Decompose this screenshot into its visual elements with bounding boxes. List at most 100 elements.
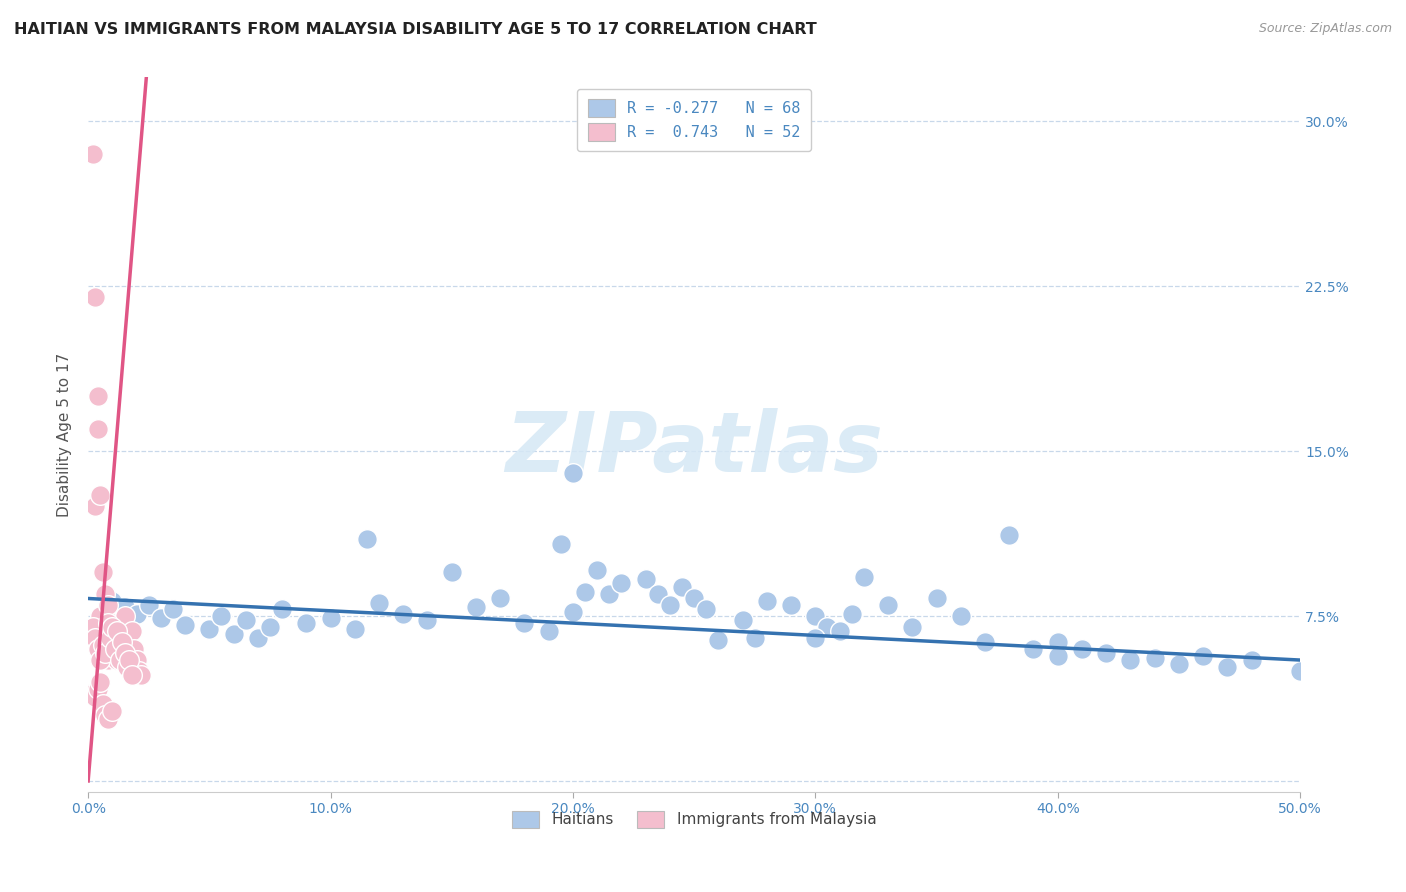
Point [82, 620, 104, 634]
Point [828, 624, 851, 639]
Point [1095, 647, 1118, 661]
Point [598, 587, 620, 601]
Point [586, 563, 609, 577]
Point [198, 622, 221, 636]
Point [162, 602, 184, 616]
Point [138, 598, 160, 612]
Point [246, 631, 269, 645]
Point [114, 600, 136, 615]
Point [211, 609, 233, 624]
Point [804, 631, 827, 645]
Point [222, 626, 245, 640]
Point [89, 675, 111, 690]
Point [101, 615, 124, 630]
Point [235, 614, 257, 628]
Point [815, 620, 838, 634]
Point [111, 638, 134, 652]
Point [84, 631, 107, 645]
Point [121, 668, 143, 682]
Point [1289, 664, 1312, 678]
Point [131, 668, 153, 682]
Point [94, 708, 117, 723]
Point [84, 690, 107, 705]
Point [96, 598, 118, 612]
Point [82, 147, 104, 161]
Point [780, 598, 803, 612]
Point [174, 618, 197, 632]
Point [91, 631, 114, 645]
Point [91, 565, 114, 579]
Point [1046, 635, 1069, 649]
Point [731, 614, 754, 628]
Point [108, 653, 131, 667]
Point [550, 536, 572, 550]
Point [125, 607, 148, 621]
Point [1192, 648, 1215, 663]
Point [707, 633, 730, 648]
Point [84, 290, 107, 304]
Point [1071, 642, 1094, 657]
Y-axis label: Disability Age 5 to 17: Disability Age 5 to 17 [58, 352, 72, 516]
Point [949, 609, 972, 624]
Point [271, 602, 294, 616]
Text: ZIPatlas: ZIPatlas [505, 409, 883, 490]
Point [804, 609, 827, 624]
Point [122, 642, 145, 657]
Point [259, 620, 281, 634]
Point [94, 587, 117, 601]
Point [98, 624, 121, 639]
Point [634, 572, 657, 586]
Point [105, 653, 128, 667]
Point [118, 653, 141, 667]
Point [96, 615, 118, 630]
Point [101, 593, 124, 607]
Legend: Haitians, Immigrants from Malaysia: Haitians, Immigrants from Malaysia [506, 805, 883, 834]
Point [89, 488, 111, 502]
Point [101, 704, 124, 718]
Point [1119, 653, 1142, 667]
Point [118, 647, 141, 661]
Point [94, 647, 117, 661]
Point [87, 422, 110, 436]
Point [925, 591, 948, 606]
Point [149, 611, 172, 625]
Point [465, 600, 488, 615]
Point [1240, 653, 1263, 667]
Point [440, 565, 463, 579]
Point [82, 686, 104, 700]
Point [108, 631, 131, 645]
Point [489, 591, 512, 606]
Point [683, 591, 706, 606]
Point [841, 607, 863, 621]
Point [96, 713, 118, 727]
Point [755, 593, 778, 607]
Point [105, 624, 128, 639]
Point [111, 635, 134, 649]
Point [561, 605, 583, 619]
Point [84, 499, 107, 513]
Point [356, 532, 378, 546]
Point [744, 631, 766, 645]
Point [89, 653, 111, 667]
Point [94, 642, 117, 657]
Point [295, 615, 318, 630]
Point [1216, 659, 1239, 673]
Point [658, 598, 681, 612]
Point [1167, 657, 1189, 672]
Point [513, 615, 536, 630]
Point [98, 631, 121, 645]
Point [561, 466, 583, 480]
Point [128, 664, 150, 678]
Point [91, 638, 114, 652]
Point [115, 635, 138, 649]
Point [416, 614, 439, 628]
Point [115, 659, 138, 673]
Point [101, 620, 124, 634]
Point [319, 611, 342, 625]
Point [368, 596, 391, 610]
Point [1022, 642, 1045, 657]
Point [671, 581, 693, 595]
Point [87, 389, 110, 403]
Point [104, 647, 127, 661]
Point [998, 527, 1021, 541]
